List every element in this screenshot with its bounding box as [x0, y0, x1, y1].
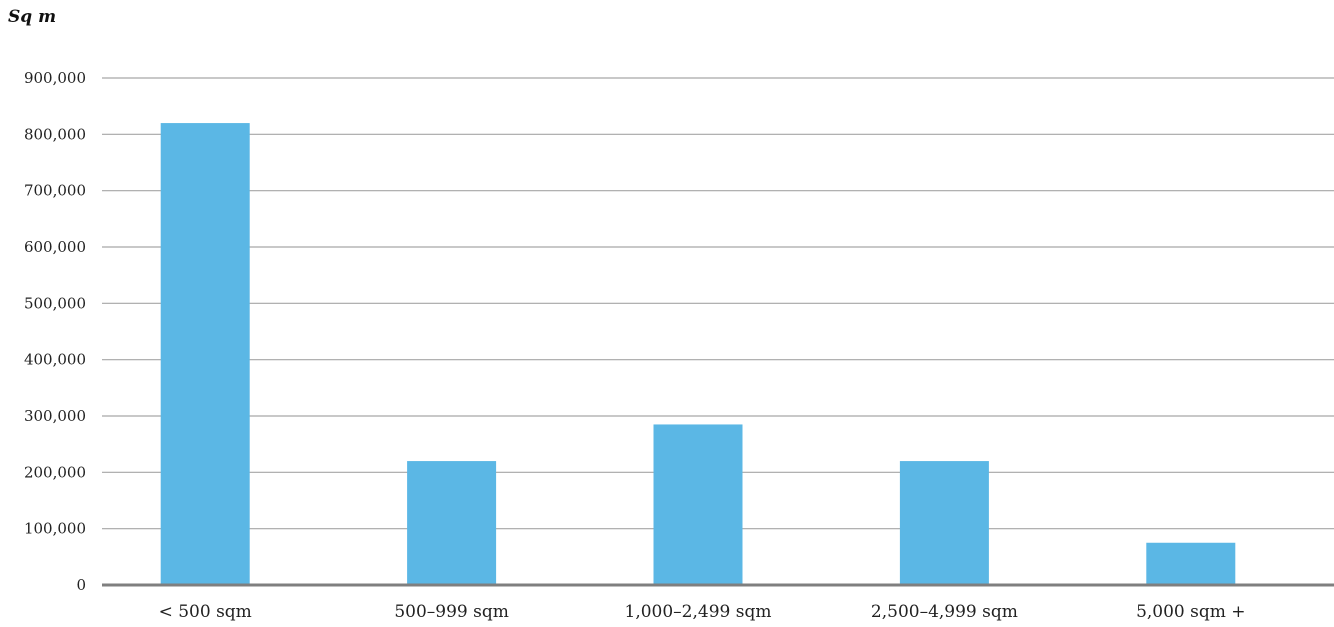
x-tick-label: < 500 sqm	[159, 602, 252, 622]
bars	[160, 123, 1236, 586]
y-tick-label: 600,000	[24, 238, 86, 256]
x-tick-label: 5,000 sqm +	[1136, 602, 1245, 622]
y-axis-ticks: 0 100,000 200,000 300,000 400,000 500,000 600,…	[24, 69, 86, 594]
y-tick-label: 900,000	[24, 69, 86, 87]
y-tick-label: 300,000	[24, 407, 86, 425]
y-tick-label: 0	[76, 576, 86, 594]
y-tick-label: 100,000	[24, 520, 86, 538]
y-axis-unit-label: Sq m	[8, 7, 56, 27]
gridlines	[102, 77, 1334, 530]
x-axis-ticks: < 500 sqm 500–999 sqm 1,000–2,499 sqm 2,500…	[159, 602, 1246, 622]
bar	[160, 123, 250, 586]
y-tick-label: 800,000	[24, 125, 86, 143]
bar	[899, 461, 989, 585]
y-tick-label: 200,000	[24, 463, 86, 481]
x-tick-label: 1,000–2,499 sqm	[625, 602, 772, 622]
y-tick-label: 700,000	[24, 182, 86, 200]
bar	[407, 461, 497, 585]
y-tick-label: 400,000	[24, 351, 86, 369]
x-tick-label: 2,500–4,999 sqm	[871, 602, 1018, 622]
x-tick-label: 500–999 sqm	[394, 602, 509, 622]
bar	[1146, 542, 1236, 585]
y-tick-label: 500,000	[24, 294, 86, 312]
bar	[653, 424, 743, 585]
